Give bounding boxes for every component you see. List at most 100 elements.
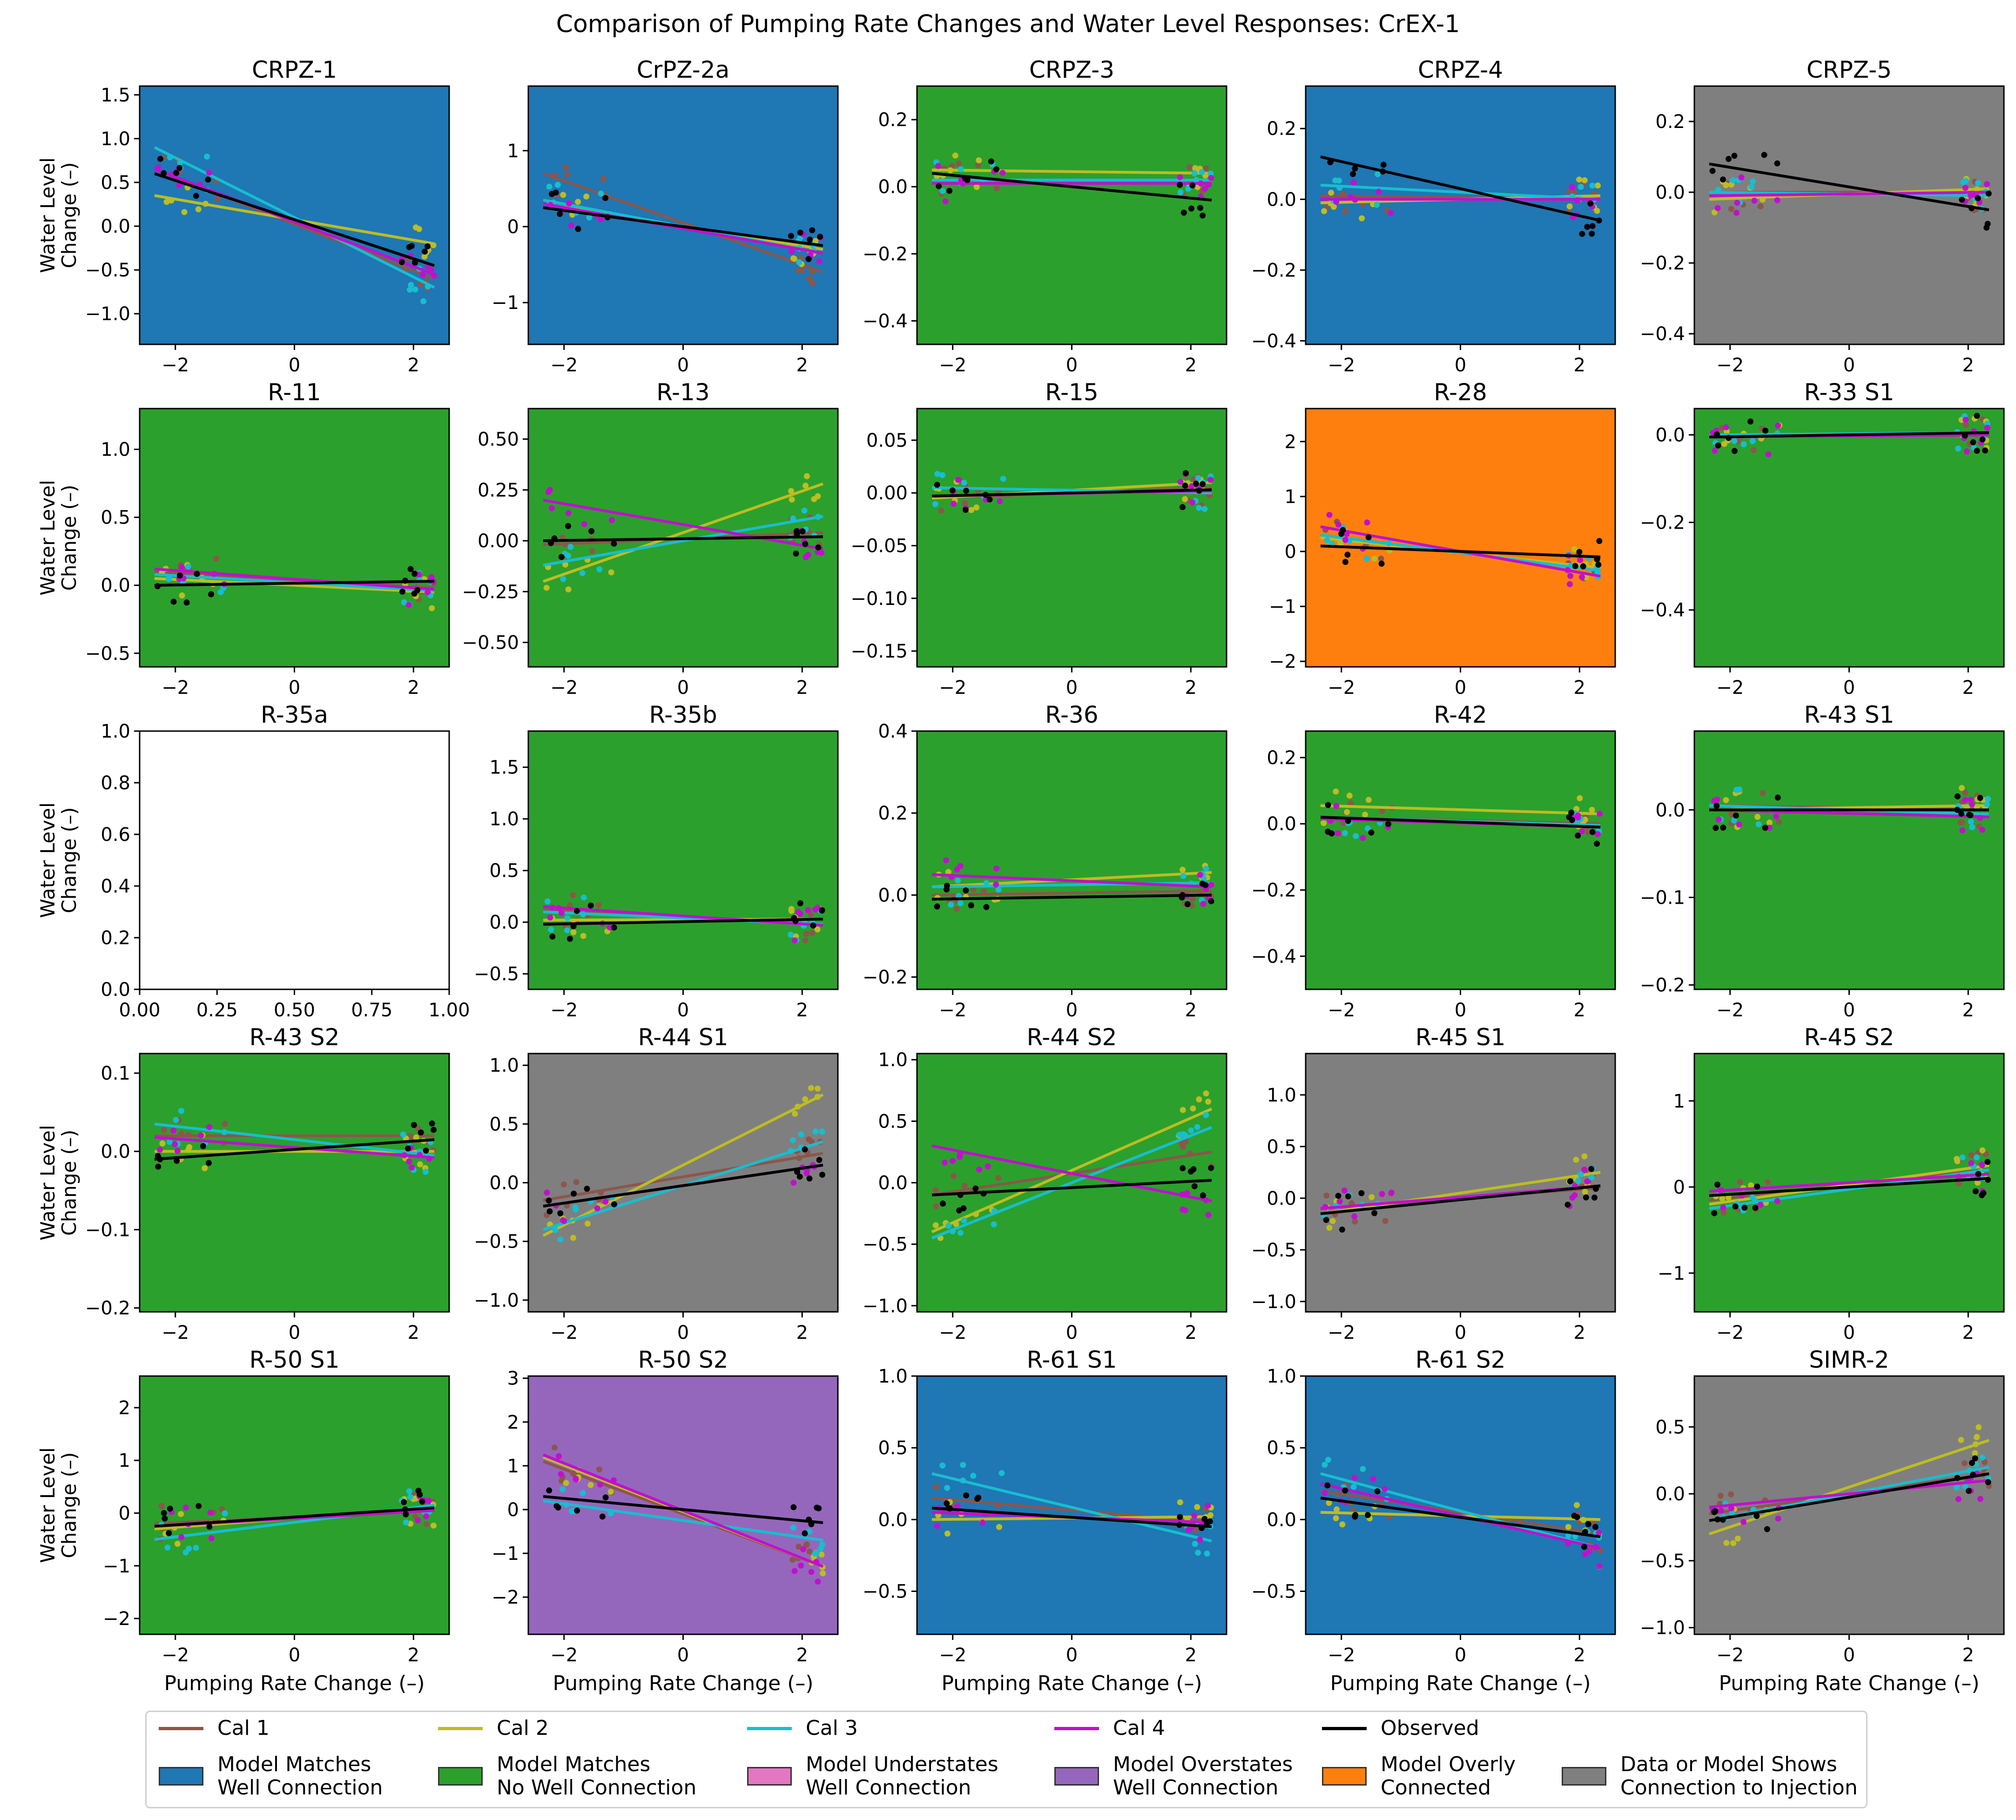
data-point-cal2 [968,507,975,513]
data-point-observed [1589,223,1596,229]
data-point-cal4 [950,1158,956,1164]
data-point-observed [1567,1178,1573,1185]
fit-line-observed [1320,544,1601,558]
data-point-cal4 [408,1164,415,1171]
data-point-observed [1574,1514,1580,1520]
data-point-cal3 [204,154,210,160]
data-point-cal4 [561,1218,567,1224]
y-tick-label: 0.00 [478,531,519,552]
data-point-observed [162,1515,168,1522]
data-point-observed [411,571,418,577]
data-point-observed [1761,152,1767,158]
data-point-cal3 [186,1545,192,1552]
data-point-observed [174,1158,180,1164]
subplot-r-43-s1: R-43 S1 −0.2 −0.1 0.0 −2 0 2 [1640,701,2005,1021]
data-point-cal2 [1594,182,1601,189]
data-point-cal4 [1208,175,1214,181]
data-point-cal4 [1379,1191,1385,1197]
subplot-r-61-s2: R-61 S2 −0.5 0.0 0.5 1.0 −2 0 2 Pumping Rate Cha… [1251,1346,1616,1695]
data-point-cal2 [1576,176,1583,183]
y-tick-label: −0.4 [1640,323,1685,345]
data-point-observed [1358,1190,1365,1196]
data-point-cal2 [803,473,810,479]
y-tick-label: −0.5 [474,1231,519,1253]
data-point-cal3 [961,1217,967,1224]
data-point-cal4 [182,1504,189,1511]
data-point-cal3 [1589,182,1596,189]
data-point-observed [934,482,940,488]
data-point-cal3 [1196,504,1202,511]
data-point-cal1 [809,930,816,936]
legend-patch-injection [1562,1767,1606,1786]
data-point-cal3 [796,259,802,266]
data-point-cal1 [1750,447,1757,453]
data-point-observed [793,528,800,534]
data-point-cal2 [417,1161,423,1168]
x-tick-label: 2 [1185,1000,1197,1021]
data-point-cal1 [564,171,571,178]
data-point-cal3 [1962,178,1969,184]
data-point-cal3 [1955,445,1962,452]
data-point-cal3 [164,1545,171,1551]
fit-line-observed [931,1506,1212,1528]
data-point-observed [788,233,794,239]
subplot-r-50-s2: R-50 S2 −2 −1 0 1 2 3 −2 0 2 Pumping Rate Change (… [492,1346,839,1695]
y-axis-label: Water LevelChange (–) [36,1125,81,1240]
data-point-cal4 [1566,581,1573,587]
data-point-observed [1184,901,1191,907]
fit-line-observed [1709,1177,1989,1197]
data-point-observed [1713,803,1720,809]
x-tick-label: 0 [1066,1645,1078,1666]
data-point-observed [611,924,617,931]
data-point-cal3 [166,1139,173,1145]
data-point-observed [196,1503,202,1509]
data-point-cal2 [1979,1147,1986,1154]
data-point-cal2 [608,569,614,576]
subplot-title: R-43 S1 [1804,701,1895,728]
plot-area [917,409,1227,667]
data-point-cal3 [557,1236,564,1242]
data-point-cal3 [565,552,572,559]
data-point-cal4 [1205,1212,1212,1218]
x-axis-label: Pumping Rate Change (–) [1719,1672,1979,1695]
y-tick-label: 0.0 [1267,813,1296,835]
data-point-cal4 [1979,1162,1985,1169]
data-point-cal2 [1711,209,1718,215]
data-point-cal4 [1774,197,1780,203]
data-point-cal4 [1597,811,1603,817]
fit-line-cal2 [1320,1171,1601,1216]
data-point-cal4 [1569,184,1576,191]
data-point-observed [407,566,414,572]
fit-line-observed [1320,816,1601,829]
data-point-cal2 [818,1551,825,1558]
data-point-observed [963,887,969,893]
data-point-cal4 [999,169,1006,176]
y-tick-label: 0.5 [101,172,130,194]
fit-line-observed [154,1138,435,1161]
data-point-cal1 [1323,1192,1330,1199]
x-tick-label: 0 [1455,677,1466,698]
data-point-cal2 [1958,1437,1964,1443]
data-point-cal4 [1177,174,1183,181]
y-tick-label: 0.2 [1267,118,1296,140]
data-point-cal2 [945,869,951,875]
data-point-cal3 [406,1488,412,1495]
data-point-cal3 [1755,821,1762,827]
subplot-title: R-13 [656,379,709,406]
subplot-r-61-s1: R-61 S1 −0.5 0.0 0.5 1.0 −2 0 2 Pumping Rate Cha… [863,1346,1227,1695]
data-point-cal3 [420,298,427,304]
data-point-cal1 [1190,476,1197,483]
data-point-observed [1193,481,1200,487]
x-tick-label: 0 [677,355,689,376]
data-point-cal2 [1362,812,1369,818]
data-point-observed [1720,824,1726,831]
data-point-cal2 [1975,1180,1981,1186]
data-point-cal4 [1962,416,1969,423]
data-point-observed [793,551,799,557]
legend-entry-cal3: Cal 3 [747,1717,858,1740]
data-point-cal3 [185,564,191,570]
data-point-cal3 [400,1131,406,1138]
y-tick-label: −0.05 [850,535,908,557]
data-point-observed [1564,1202,1571,1208]
data-point-cal3 [1000,476,1006,482]
